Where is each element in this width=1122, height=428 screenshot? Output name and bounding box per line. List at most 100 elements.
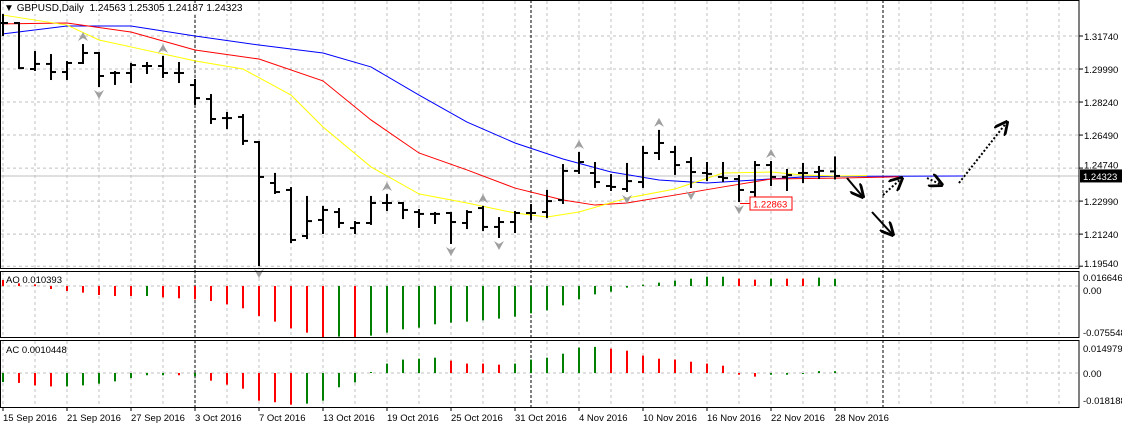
dotted-arrow-up-icon[interactable]: [958, 122, 1007, 184]
ao-bar: [66, 286, 68, 291]
price-label-text: 1.22863: [753, 199, 787, 210]
ao-bar: [514, 286, 516, 317]
ac-bar: [210, 373, 212, 381]
ac-bar: [130, 373, 132, 379]
ao-bar: [434, 286, 436, 325]
ohlc-bar: [670, 145, 680, 175]
ohlc-bar: [254, 141, 264, 267]
ao-bar: [242, 286, 244, 309]
arrow-down-icon[interactable]: [871, 211, 893, 235]
ao-bar: [562, 286, 564, 306]
panel-frames: [0, 0, 1080, 408]
ao-bar: [674, 280, 676, 286]
ac-bar: [514, 363, 516, 373]
ac-bar: [290, 373, 292, 405]
ao-bar: [114, 286, 116, 296]
ac-bar: [338, 373, 340, 388]
drawn-arrows[interactable]: [846, 122, 1007, 235]
ac-bar: [786, 373, 788, 375]
ac-bar: [738, 373, 740, 375]
ac-bar: [274, 373, 276, 403]
ac-bar: [674, 359, 676, 373]
fractal-up-icon: [478, 193, 488, 203]
ac-indicator-label: AC 0.0010448: [6, 345, 67, 356]
ohlc-bar: [622, 162, 632, 192]
fractal-down-icon: [734, 205, 744, 215]
date-tick-label: 10 Nov 2016: [643, 413, 697, 424]
triangle-down-icon[interactable]: ▼: [4, 3, 14, 14]
ao-bar: [642, 284, 644, 286]
date-tick-label: 21 Sep 2016: [67, 413, 121, 424]
ac-bar: [146, 373, 148, 376]
ac-bar: [162, 373, 164, 376]
ao-bar: [626, 286, 628, 288]
ac-bar: [386, 363, 388, 373]
dotted-arrow-up-icon[interactable]: [882, 178, 902, 196]
ac-bar: [178, 373, 180, 376]
price-label-object[interactable]: 1.22863: [740, 196, 793, 211]
ao-bar: [178, 286, 180, 299]
dotted-arrow-right-icon[interactable]: [926, 178, 942, 185]
fractal-up-icon: [382, 182, 392, 192]
ao-bar: [658, 282, 660, 286]
ma-fast-line: [2, 14, 868, 218]
ohlc-bar: [190, 78, 200, 105]
ao-bar: [338, 286, 340, 337]
ao-bar: [594, 286, 596, 295]
ohlc-bar: [766, 161, 776, 187]
fractal-down-icon: [686, 190, 696, 200]
fractal-up-icon: [574, 139, 584, 149]
ao-bar: [98, 286, 100, 296]
ao-bar: [146, 286, 148, 296]
ohlc-bar: [510, 211, 520, 234]
date-tick-label: 7 Oct 2016: [259, 413, 305, 424]
ao-bar: [418, 286, 420, 328]
ao-bar: [546, 286, 548, 311]
ao-bar: [274, 286, 276, 322]
ac-bar: [242, 373, 244, 389]
date-tick-label: 16 Nov 2016: [707, 413, 761, 424]
ohlc-bar: [750, 161, 760, 200]
ao-bar: [2, 279, 4, 286]
ohlc-high: 1.25305: [128, 3, 165, 14]
price-tick-label: 1.21240: [1084, 230, 1118, 241]
ao-bar: [82, 286, 84, 293]
ac-bar: [402, 359, 404, 373]
date-tick-label: 13 Oct 2016: [323, 413, 375, 424]
ohlc-bar: [702, 161, 712, 181]
ohlc-open: 1.24563: [89, 3, 126, 14]
ohlc-bar: [126, 62, 136, 84]
ac-bar: [306, 373, 308, 404]
ac-bar: [834, 371, 836, 373]
date-axis[interactable]: 15 Sep 2016 21 Sep 2016 27 Sep 2016 3 Oct 2…: [2, 407, 889, 424]
ac-bar: [354, 373, 356, 383]
ac-bar: [194, 373, 196, 377]
ohlc-bar: [0, 14, 8, 37]
ac-bar: [546, 357, 548, 373]
fractal-down-icon: [622, 194, 632, 204]
ohlc-bar: [574, 151, 584, 174]
price-axis[interactable]: 1.31740 1.29990 1.28240 1.26490 1.24740 1.229…: [1079, 32, 1118, 270]
ao-bar: [818, 277, 820, 286]
ac-bar: [50, 373, 52, 387]
date-tick-label: 31 Oct 2016: [515, 413, 567, 424]
fractal-up-icon: [158, 43, 168, 53]
price-bars: [0, 14, 840, 267]
ac-bar: [98, 373, 100, 384]
ac-bar: [82, 373, 84, 386]
ac-bar: [450, 360, 452, 373]
ao-bar: [610, 286, 612, 292]
price-tick-label: 1.22990: [1084, 197, 1118, 208]
ohlc-bar: [590, 161, 600, 188]
ao-histogram: [2, 276, 836, 338]
arrow-down-icon[interactable]: [846, 177, 863, 197]
ac-bar: [418, 358, 420, 373]
ohlc-bar: [382, 194, 392, 211]
ao-axis-max: 0.016646: [1083, 273, 1122, 284]
fractal-markers: [78, 32, 776, 279]
ao-bar: [466, 286, 468, 322]
date-tick-label: 22 Nov 2016: [771, 413, 825, 424]
ac-bar: [34, 373, 36, 386]
price-tick-label: 1.24740: [1084, 160, 1118, 171]
